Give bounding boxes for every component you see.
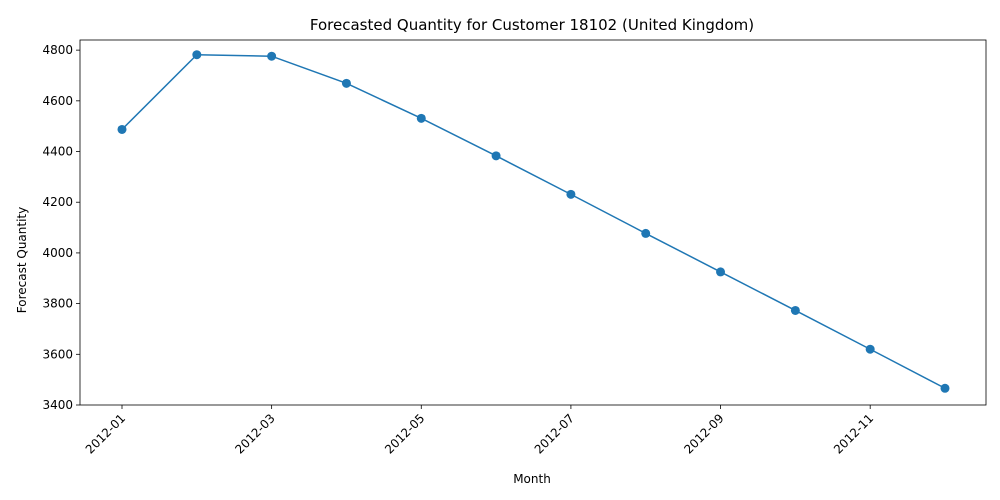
- y-tick-label: 4000: [42, 246, 73, 260]
- y-tick-label: 3400: [42, 398, 73, 412]
- y-tick-label: 3800: [42, 297, 73, 311]
- x-tick-label: 2012-09: [681, 411, 726, 456]
- x-tick-label: 2012-05: [382, 411, 427, 456]
- data-point: [641, 228, 651, 238]
- data-point: [416, 113, 426, 123]
- data-point: [192, 50, 202, 60]
- y-tick-label: 4200: [42, 195, 73, 209]
- y-tick-label: 4600: [42, 94, 73, 108]
- x-axis-label: Month: [513, 472, 551, 486]
- y-tick-label: 4400: [42, 145, 73, 159]
- x-tick-label: 2012-03: [232, 411, 277, 456]
- data-point: [940, 383, 950, 393]
- y-tick-label: 4800: [42, 43, 73, 57]
- data-point: [491, 151, 501, 161]
- plot-frame: [79, 39, 987, 406]
- plot-area: 3400 3600 3800 4000 4200 4400 4600 4800 2012-01 2…: [42, 39, 987, 457]
- chart-title: Forecasted Quantity for Customer 18102 (…: [310, 16, 754, 34]
- data-point: [267, 51, 277, 61]
- data-point: [117, 124, 127, 134]
- x-tick-label: 2012-07: [532, 411, 577, 456]
- y-tick-label: 3600: [42, 347, 73, 361]
- data-point: [716, 267, 726, 277]
- data-point: [341, 78, 351, 88]
- y-axis-label: Forecast Quantity: [15, 207, 29, 313]
- data-point: [865, 344, 875, 354]
- x-tick-label: 2012-01: [83, 411, 128, 456]
- x-tick-label: 2012-11: [831, 411, 876, 456]
- data-point: [566, 189, 576, 199]
- series-line: [121, 53, 946, 389]
- data-point: [790, 305, 800, 315]
